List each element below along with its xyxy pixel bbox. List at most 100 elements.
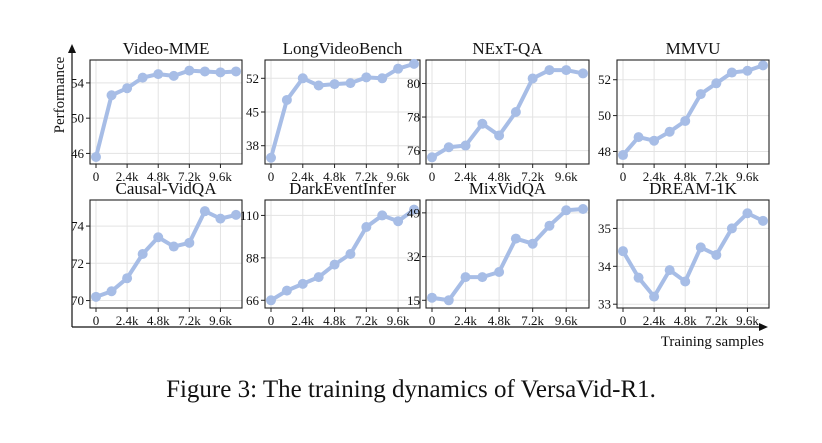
data-point <box>266 295 276 306</box>
data-point <box>544 220 555 231</box>
subplot-1: Video-MME 46 50 54 0 2.4k 4.8k 7.2k 9.6k <box>71 39 243 184</box>
data-point <box>313 272 324 283</box>
x-tick-label: 2.4k <box>291 313 314 328</box>
subplot-2: LongVideoBench 38 45 52 0 2.4k 4.8k 7.2k 9.6k <box>246 39 421 184</box>
data-point <box>297 278 308 289</box>
x-axis-arrowhead <box>759 323 768 331</box>
subplot-3: NExT-QA 76 78 80 0 2.4k 4.8k 7.2k 9.6k <box>407 39 590 184</box>
data-point <box>578 68 588 79</box>
x-tick-label: 0 <box>429 169 436 184</box>
subplot-title: DarkEventInfer <box>289 179 396 198</box>
x-tick-label: 7.2k <box>178 169 201 184</box>
data-point <box>494 267 505 277</box>
data-point <box>460 140 471 151</box>
x-tick-label: 7.2k <box>705 169 728 184</box>
y-tick-label: 45 <box>246 105 259 120</box>
data-point <box>106 286 117 297</box>
data-point <box>231 209 241 220</box>
data-point <box>313 80 324 91</box>
figure: Video-MME 46 50 54 0 2.4k 4.8k 7.2k 9.6k LongVide… <box>52 39 770 350</box>
x-tick-label: 9.6k <box>736 313 759 328</box>
y-tick-label: 38 <box>246 138 259 153</box>
data-point <box>345 249 356 259</box>
data-point <box>477 118 488 129</box>
data-point <box>168 70 179 81</box>
data-point <box>215 67 226 78</box>
data-point <box>527 238 538 249</box>
subplot-7: MixVidQA 15 32 49 0 2.4k 4.8k 7.2k 9.6k <box>407 179 590 328</box>
x-tick-label: 9.6k <box>387 169 410 184</box>
x-tick-label: 4.8k <box>323 313 346 328</box>
data-point <box>510 107 521 117</box>
y-tick-label: 66 <box>246 293 260 308</box>
x-tick-label: 2.4k <box>116 313 139 328</box>
subplot-title: NExT-QA <box>472 39 543 58</box>
data-point <box>742 65 753 76</box>
data-point <box>361 72 372 83</box>
data-point <box>510 233 521 244</box>
y-tick-label: 70 <box>71 293 84 308</box>
data-point <box>649 291 660 302</box>
data-point <box>106 90 117 101</box>
data-point <box>361 222 372 232</box>
series-line <box>94 68 238 159</box>
subplot-frame <box>264 199 421 309</box>
y-tick-label: 88 <box>246 250 259 265</box>
subplot-title: Causal-VidQA <box>116 179 218 198</box>
y-tick-label: 46 <box>71 146 85 161</box>
series-line <box>94 209 238 299</box>
data-point <box>443 295 454 306</box>
x-tick-label: 7.2k <box>705 313 728 328</box>
data-point <box>649 135 660 146</box>
data-point <box>758 60 768 71</box>
x-tick-label: 9.6k <box>555 169 578 184</box>
x-tick-label: 0 <box>429 313 436 328</box>
x-tick-label: 0 <box>620 313 627 328</box>
y-tick-label: 54 <box>71 75 85 90</box>
data-point <box>695 89 706 100</box>
data-point <box>494 130 505 141</box>
subplot-title: MMVU <box>666 39 721 58</box>
data-point <box>618 246 628 257</box>
x-tick-label: 7.2k <box>355 313 378 328</box>
series-line <box>269 61 416 160</box>
series-line <box>430 68 585 160</box>
subplot-frame <box>425 59 590 165</box>
data-point <box>91 151 101 162</box>
data-point <box>664 265 675 276</box>
x-tick-label: 0 <box>268 313 275 328</box>
y-tick-label: 33 <box>598 297 611 312</box>
data-point <box>199 66 210 77</box>
x-tick-label: 9.6k <box>736 169 759 184</box>
x-tick-label: 4.8k <box>488 313 511 328</box>
x-tick-label: 4.8k <box>147 313 170 328</box>
y-tick-label: 48 <box>598 144 611 159</box>
data-point <box>726 67 737 78</box>
data-point <box>578 204 588 214</box>
data-point <box>443 142 454 153</box>
data-point <box>618 150 628 161</box>
y-axis-arrowhead <box>68 44 76 53</box>
data-point <box>527 73 538 84</box>
x-tick-label: 2.4k <box>454 313 477 328</box>
y-tick-label: 72 <box>71 256 84 271</box>
data-point <box>633 132 644 143</box>
y-tick-label: 15 <box>407 293 420 308</box>
subplot-5: Causal-VidQA 70 72 74 0 2.4k 4.8k 7.2k 9.6k <box>71 179 243 328</box>
y-tick-label: 110 <box>240 208 259 223</box>
data-point <box>742 208 753 219</box>
x-tick-label: 9.6k <box>209 313 232 328</box>
figure-caption: Figure 3: The training dynamics of Versa… <box>166 376 656 403</box>
data-point <box>460 272 471 283</box>
y-tick-label: 35 <box>598 221 611 236</box>
subplot-frame <box>425 199 590 309</box>
y-tick-label: 52 <box>598 72 611 87</box>
x-tick-label: 4.8k <box>488 169 511 184</box>
x-tick-label: 0 <box>268 169 275 184</box>
data-point <box>633 272 644 283</box>
data-point <box>758 215 768 226</box>
data-point <box>427 152 437 163</box>
data-point <box>409 58 419 69</box>
data-point <box>393 63 404 74</box>
